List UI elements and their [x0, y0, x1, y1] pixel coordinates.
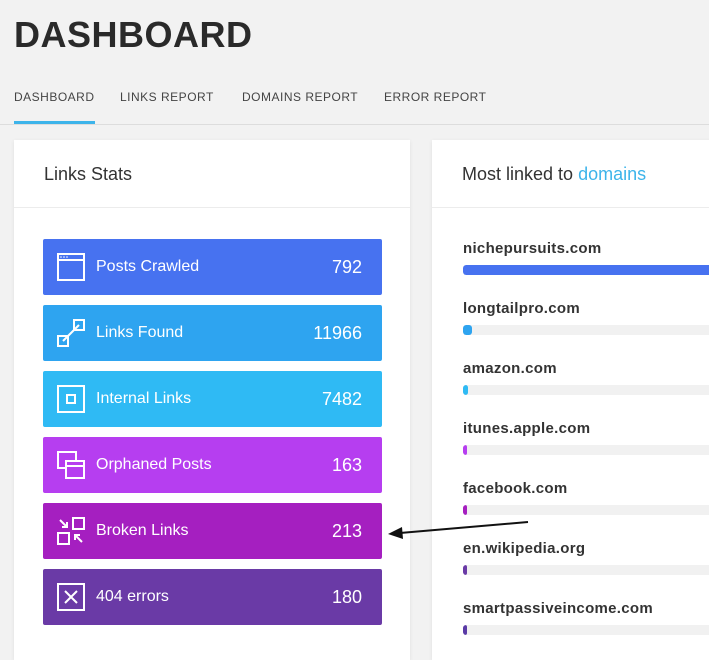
link-icon [57, 319, 85, 347]
stat-value: 213 [331, 520, 362, 541]
stat-label: 404 errors [96, 588, 169, 605]
domain-item: longtailpro.com [463, 300, 709, 335]
domains-title-prefix: Most linked to [462, 164, 579, 184]
page-title: DASHBOARD [14, 14, 253, 55]
internal-square-icon [57, 385, 85, 413]
domain-bar-track [463, 505, 709, 515]
stat-links-found[interactable]: Links Found 11966 [43, 305, 382, 361]
stacked-windows-icon [57, 451, 85, 479]
stat-orphaned-posts[interactable]: Orphaned Posts 163 [43, 437, 382, 493]
tab-bar: DASHBOARD LINKS REPORT DOMAINS REPORT ER… [0, 80, 709, 125]
domain-bar-track [463, 385, 709, 395]
most-linked-domains-card: Most linked to domains nichepursuits.com… [432, 140, 709, 660]
domain-bar-fill [463, 265, 709, 275]
stat-value: 163 [331, 454, 362, 475]
domain-name[interactable]: longtailpro.com [463, 300, 580, 317]
stat-label: Orphaned Posts [96, 456, 212, 473]
domain-item: en.wikipedia.org [463, 540, 709, 575]
browser-window-icon [57, 253, 85, 281]
domain-item: itunes.apple.com [463, 420, 709, 455]
domain-bar-fill [463, 625, 467, 635]
domain-bar-fill [463, 385, 469, 395]
domains-title: Most linked to domains [432, 140, 709, 208]
domain-bar-track [463, 625, 709, 635]
tab-dashboard[interactable]: DASHBOARD [14, 90, 95, 124]
tab-links-report[interactable]: LINKS REPORT [120, 90, 214, 104]
tab-error-report[interactable]: ERROR REPORT [384, 90, 487, 104]
domain-bar-fill [463, 325, 473, 335]
stat-label: Links Found [96, 324, 184, 341]
domain-name[interactable]: smartpassiveincome.com [463, 600, 654, 617]
domain-name[interactable]: en.wikipedia.org [463, 540, 586, 557]
domain-item: facebook.com [463, 480, 709, 515]
x-box-icon [57, 583, 85, 611]
domain-bar-track [463, 445, 709, 455]
domain-bar-track [463, 325, 709, 335]
broken-link-icon [57, 517, 85, 545]
stat-posts-crawled[interactable]: Posts Crawled 792 [43, 239, 382, 295]
stat-label: Broken Links [96, 522, 189, 539]
stat-value: 792 [331, 256, 362, 277]
domain-item: smartpassiveincome.com [463, 600, 709, 635]
domain-bar-fill [463, 445, 467, 455]
tab-domains-report[interactable]: DOMAINS REPORT [242, 90, 359, 104]
domain-item: nichepursuits.com [463, 240, 709, 275]
domain-name[interactable]: itunes.apple.com [463, 420, 591, 437]
stat-label: Internal Links [96, 390, 192, 407]
stat-label: Posts Crawled [96, 258, 200, 275]
domain-name[interactable]: facebook.com [463, 480, 568, 497]
stat-value: 11966 [313, 322, 362, 343]
stat-value: 7482 [321, 388, 362, 409]
links-stats-card: Links Stats Posts Crawled 792 Links Found 1… [14, 140, 410, 660]
stat-404-errors[interactable]: 404 errors 180 [43, 569, 382, 625]
domain-bar-fill [463, 565, 467, 575]
stat-broken-links[interactable]: Broken Links 213 [43, 503, 382, 559]
stat-internal-links[interactable]: Internal Links 7482 [43, 371, 382, 427]
links-stats-title: Links Stats [14, 140, 410, 208]
domain-name[interactable]: nichepursuits.com [463, 240, 602, 257]
stat-value: 180 [331, 586, 362, 607]
domain-bar-track [463, 265, 709, 275]
domain-bar-fill [463, 505, 467, 515]
domain-bar-track [463, 565, 709, 575]
domain-item: amazon.com [463, 360, 709, 395]
domains-title-accent: domains [578, 164, 647, 184]
domain-name[interactable]: amazon.com [463, 360, 557, 377]
